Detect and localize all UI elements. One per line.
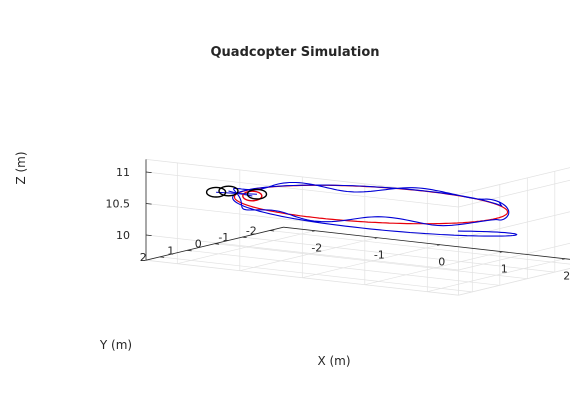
y-tick-label: -1	[218, 231, 229, 244]
x-tick-label: -1	[374, 249, 385, 262]
box-edge	[459, 161, 570, 194]
x-tick-label: 2	[563, 270, 570, 283]
x-axis-label: X (m)	[317, 354, 350, 368]
x-tick-label: -2	[311, 242, 322, 255]
y-tick	[160, 257, 164, 258]
z-tick-label: 11	[116, 166, 130, 179]
y-tick-label: 2	[140, 251, 147, 264]
z-tick	[146, 172, 152, 173]
y-tick-label: 1	[167, 244, 174, 257]
box-edge	[459, 262, 570, 295]
y-tick	[187, 250, 191, 251]
y-grid-line	[242, 237, 555, 272]
y-grid-line	[160, 257, 473, 292]
z-tick-label: 10.5	[106, 198, 131, 211]
z-axis-label: Z (m)	[14, 151, 28, 184]
z-tick	[146, 235, 152, 236]
z-tick	[146, 204, 152, 205]
y-axis-label: Y (m)	[99, 338, 132, 352]
y-tick-label: 0	[195, 238, 202, 251]
z-tick-label: 10	[116, 229, 130, 242]
y-tick-label: -2	[246, 225, 257, 238]
x-tick-label: 1	[501, 263, 508, 276]
x-tick-label: 0	[438, 256, 445, 269]
y-tick	[270, 231, 274, 232]
y-grid-line	[187, 250, 500, 285]
chart-title: Quadcopter Simulation	[211, 45, 380, 60]
